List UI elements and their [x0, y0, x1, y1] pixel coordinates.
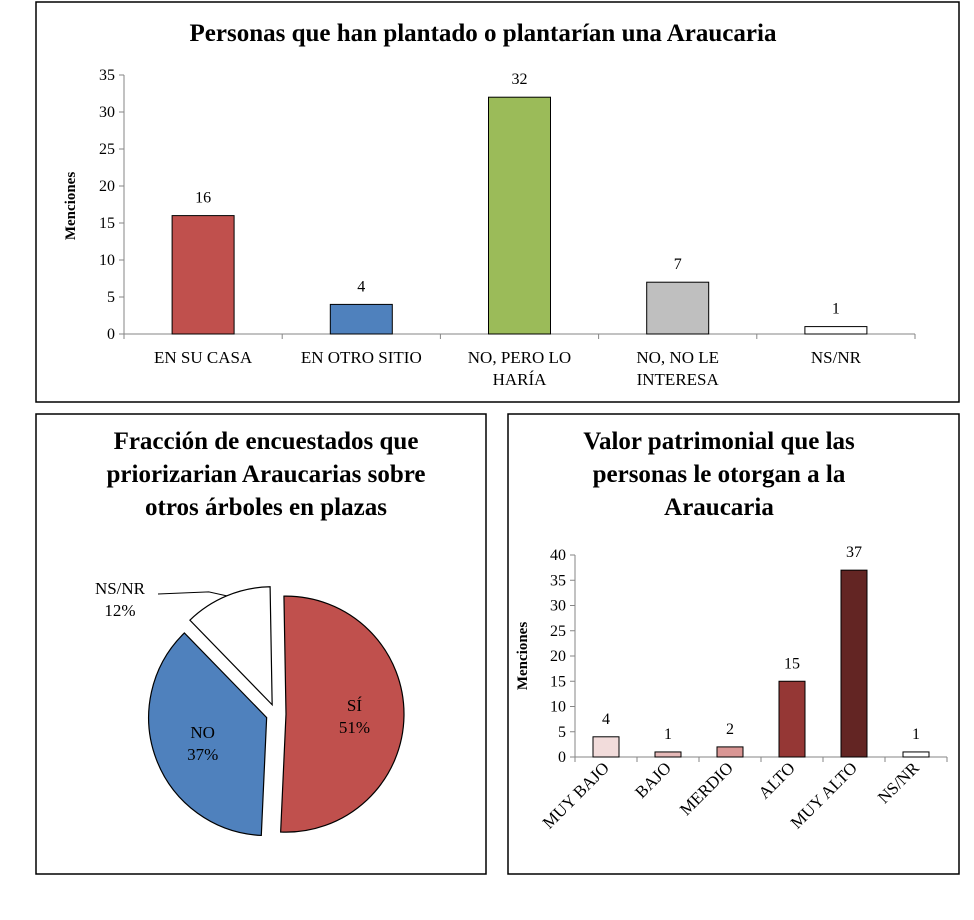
chart1-y-tick-label: 5 [107, 289, 115, 306]
chart1-category-label: HARÍA [493, 370, 548, 389]
chart3-y-tick-label: 35 [550, 572, 566, 589]
chart1-title: Personas que han plantado o plantarían u… [190, 20, 777, 47]
chart2-pie-slice [189, 586, 273, 707]
chart1-category-label: NO, PERO LO [468, 348, 571, 367]
chart3-bar [716, 746, 744, 758]
chart3-title-line3: Araucaria [664, 494, 774, 521]
chart1-data-label: 7 [674, 256, 682, 273]
chart3-data-label: 4 [602, 711, 610, 728]
chart1-axes: 0 5 10 15 20 25 30 35 [99, 67, 916, 343]
chart3-data-label: 15 [784, 655, 800, 672]
chart1-bar [329, 303, 393, 335]
chart3-y-tick-label: 0 [558, 749, 566, 766]
chart-priorizarian: Fracción de encuestados que priorizarian… [95, 428, 426, 837]
chart3-data-label: 1 [912, 726, 920, 743]
chart1-data-label: 16 [195, 190, 211, 207]
chart1-ylabel: Menciones [63, 172, 79, 240]
chart2-pie-slice [148, 632, 268, 837]
chart2-pie: SÍ 51% NO 37% NS/NR 12% [95, 579, 405, 837]
chart2-title-line2: priorizarian Araucarias sobre [107, 461, 426, 488]
chart1-category-label: NO, NO LE [636, 348, 719, 367]
chart3-bar [654, 751, 682, 758]
chart1-data-label: 32 [512, 71, 528, 88]
chart2-slice-label: NO [190, 723, 215, 742]
chart1-y-tick-label: 30 [99, 104, 115, 121]
chart1-category-label: INTERESA [637, 370, 720, 389]
chart1-data-label: 1 [832, 301, 840, 318]
chart-plantado: Personas que han plantado o plantarían u… [63, 20, 916, 389]
chart2-pie-slice [280, 595, 405, 833]
chart3-ylabel: Menciones [515, 622, 531, 690]
chart3-y-tick-label: 30 [550, 598, 566, 615]
chart3-bar [840, 569, 868, 758]
chart2-leader-line [157, 591, 227, 597]
chart3-y-tick-label: 40 [550, 547, 566, 564]
chart3-data-label: 37 [846, 544, 862, 561]
chart3-title-line1: Valor patrimonial que las [583, 428, 855, 455]
chart1-category-label: EN SU CASA [154, 348, 253, 367]
chart3-y-tick-label: 25 [550, 623, 566, 640]
chart1-data-label: 4 [357, 278, 365, 295]
chart2-slice-label: NS/NR [95, 579, 146, 598]
chart2-slice-label: SÍ [347, 696, 362, 715]
chart3-y-tick-label: 10 [550, 699, 566, 716]
chart2-title-line3: otros árboles en plazas [145, 494, 387, 521]
chart3-data-label: 2 [726, 721, 734, 738]
chart1-y-tick-label: 10 [99, 252, 115, 269]
chart3-y-tick-label: 5 [558, 724, 566, 741]
chart3-y-tick-label: 15 [550, 673, 566, 690]
chart2-slice-pct: 12% [104, 601, 135, 620]
chart1-category-label: EN OTRO SITIO [301, 348, 422, 367]
chart3-title-line2: personas le otorgan a la [593, 461, 846, 488]
chart1-bar [646, 281, 710, 335]
chart3-bar [902, 751, 930, 758]
chart3-data-label: 1 [664, 726, 672, 743]
chart1-bar [488, 96, 551, 335]
chart1-y-tick-label: 35 [99, 67, 115, 84]
chart3-bar [592, 736, 620, 758]
chart1-bar [171, 215, 235, 335]
chart3-y-tick-label: 20 [550, 648, 566, 665]
chart2-slice-pct: 37% [187, 745, 218, 764]
chart1-y-tick-label: 25 [99, 141, 115, 158]
chart2-slice-pct: 51% [339, 718, 370, 737]
chart1-y-tick-label: 0 [107, 326, 115, 343]
panel-frame-bottom-right [507, 413, 960, 875]
chart1-bars: 16 EN SU CASA 4 EN OTRO SITIO 32 NO, PERO LO H… [154, 71, 868, 389]
chart1-y-tick-label: 15 [99, 215, 115, 232]
chart1-category-label: NS/NR [811, 348, 862, 367]
chart1-bar [804, 326, 868, 335]
chart2-title-line1: Fracción de encuestados que [114, 428, 419, 455]
chart1-y-tick-label: 20 [99, 178, 115, 195]
chart3-bar [778, 680, 806, 758]
chart3-axes: 0 5 10 15 20 25 30 35 40 [550, 547, 948, 766]
